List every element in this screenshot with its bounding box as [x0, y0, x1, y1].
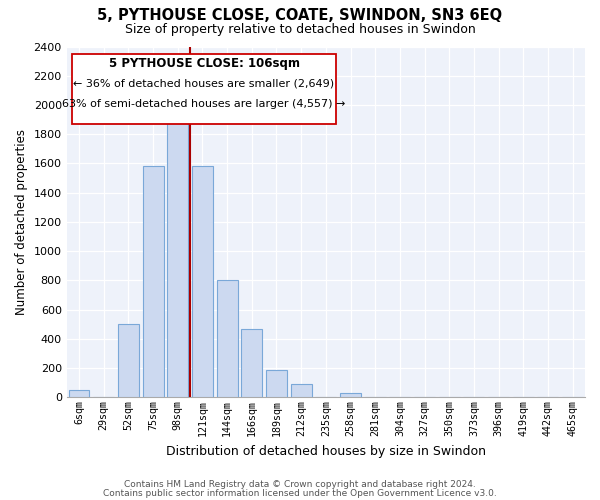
Bar — [167, 112, 188, 398]
Bar — [266, 370, 287, 398]
Text: Contains public sector information licensed under the Open Government Licence v3: Contains public sector information licen… — [103, 488, 497, 498]
Text: 5, PYTHOUSE CLOSE, COATE, SWINDON, SN3 6EQ: 5, PYTHOUSE CLOSE, COATE, SWINDON, SN3 6… — [97, 8, 503, 22]
Y-axis label: Number of detached properties: Number of detached properties — [15, 129, 28, 315]
Bar — [192, 166, 213, 398]
Bar — [217, 280, 238, 398]
Bar — [340, 393, 361, 398]
Text: 5 PYTHOUSE CLOSE: 106sqm: 5 PYTHOUSE CLOSE: 106sqm — [109, 57, 299, 70]
Text: 63% of semi-detached houses are larger (4,557) →: 63% of semi-detached houses are larger (… — [62, 99, 346, 109]
Text: Size of property relative to detached houses in Swindon: Size of property relative to detached ho… — [125, 22, 475, 36]
Bar — [143, 166, 164, 398]
FancyBboxPatch shape — [72, 54, 336, 124]
X-axis label: Distribution of detached houses by size in Swindon: Distribution of detached houses by size … — [166, 444, 486, 458]
Text: Contains HM Land Registry data © Crown copyright and database right 2024.: Contains HM Land Registry data © Crown c… — [124, 480, 476, 489]
Bar — [68, 390, 89, 398]
Bar — [241, 328, 262, 398]
Bar — [290, 384, 311, 398]
Text: ← 36% of detached houses are smaller (2,649): ← 36% of detached houses are smaller (2,… — [73, 78, 335, 88]
Bar — [118, 324, 139, 398]
